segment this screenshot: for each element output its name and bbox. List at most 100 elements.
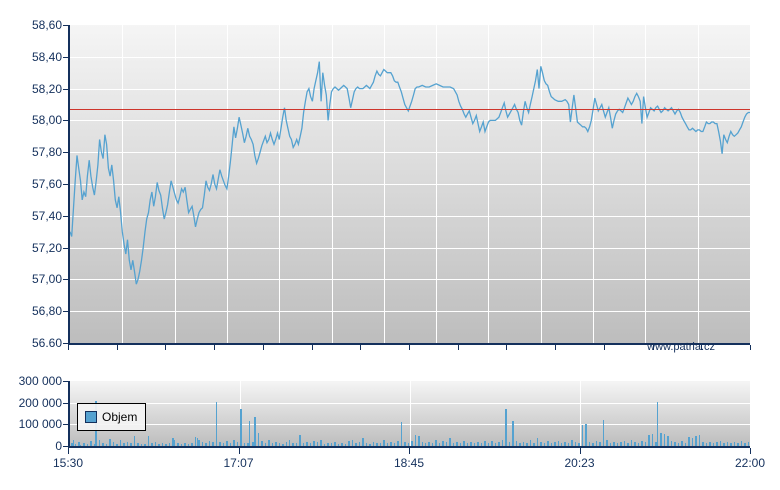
volume-bar xyxy=(719,440,722,446)
volume-bar xyxy=(677,443,680,446)
volume-bar xyxy=(355,443,357,446)
volume-bar xyxy=(271,443,273,446)
volume-bar xyxy=(445,442,448,446)
volume-bar xyxy=(620,442,622,446)
volume-bar xyxy=(473,443,476,446)
price-gridline-vertical xyxy=(279,25,281,343)
volume-bar xyxy=(130,443,132,446)
volume-bar xyxy=(688,437,690,446)
volume-bar xyxy=(663,434,666,446)
price-y-axis-tick xyxy=(63,88,68,90)
volume-bar xyxy=(698,435,701,446)
volume-bar xyxy=(254,416,256,446)
volume-gridline-vertical xyxy=(410,381,411,446)
volume-bar xyxy=(477,442,479,446)
volume-bar xyxy=(726,441,729,446)
volume-bar xyxy=(158,444,160,446)
volume-bar xyxy=(623,440,626,446)
volume-bar xyxy=(484,441,486,446)
price-y-axis-tick xyxy=(63,184,68,185)
volume-bar xyxy=(655,441,657,446)
price-y-axis-label: 58,00 xyxy=(31,113,62,128)
volume-bar xyxy=(459,443,462,446)
volume-bar xyxy=(414,435,416,446)
volume-bar xyxy=(341,443,343,446)
price-x-axis-tick xyxy=(457,345,459,350)
volume-bar xyxy=(505,409,507,446)
volume-bar xyxy=(560,443,563,446)
volume-bar xyxy=(529,439,532,446)
volume-bar xyxy=(327,442,329,446)
volume-bar xyxy=(393,443,396,446)
volume-bar xyxy=(634,441,636,446)
volume-bar xyxy=(644,442,647,446)
volume-legend: Objem xyxy=(77,403,147,431)
volume-bar xyxy=(219,441,221,446)
volume-bar xyxy=(123,442,125,446)
volume-bar xyxy=(508,441,511,446)
price-x-axis-tick xyxy=(750,345,751,350)
volume-bar xyxy=(334,441,336,446)
price-gridline-vertical xyxy=(383,25,385,343)
volume-bar xyxy=(226,441,228,446)
volume-bar xyxy=(344,443,347,446)
volume-bar xyxy=(744,443,746,446)
volume-bar xyxy=(438,443,441,446)
volume-bar xyxy=(543,442,545,446)
price-gridline-vertical xyxy=(488,25,490,343)
price-y-axis-label: 57,60 xyxy=(31,177,62,191)
volume-bar xyxy=(288,439,291,446)
volume-bar xyxy=(602,420,605,446)
volume-bar xyxy=(229,443,232,446)
price-gridline-horizontal xyxy=(70,152,750,154)
volume-bar xyxy=(187,444,190,446)
volume-bar xyxy=(278,442,280,446)
volume-bar xyxy=(418,436,420,446)
volume-bar xyxy=(550,443,552,446)
price-y-axis-tick xyxy=(63,343,68,344)
volume-bar xyxy=(637,443,640,446)
volume-bar xyxy=(313,440,315,446)
volume-bar xyxy=(564,441,566,446)
volume-bar xyxy=(574,442,577,446)
volume-bar xyxy=(613,441,615,446)
volume-bar xyxy=(660,433,662,446)
volume-bar xyxy=(431,442,434,446)
volume-bar xyxy=(184,442,186,446)
price-y-axis-tick xyxy=(63,25,68,26)
volume-bar xyxy=(264,442,266,446)
volume-bar xyxy=(592,442,594,446)
volume-bar xyxy=(651,434,654,446)
volume-bar xyxy=(369,443,371,446)
volume-bar xyxy=(233,439,235,446)
volume-bar xyxy=(309,443,312,446)
volume-bar xyxy=(501,439,504,446)
volume-bar xyxy=(705,443,708,446)
x-axis-label: 17:07 xyxy=(223,456,254,470)
volume-bar xyxy=(257,433,260,446)
volume-bar xyxy=(383,439,385,446)
price-gridline-horizontal xyxy=(70,247,750,249)
watermark-text: www.patria.cz xyxy=(647,341,715,353)
price-y-axis-label: 57,80 xyxy=(31,145,62,160)
volume-bar xyxy=(670,440,673,446)
volume-bar xyxy=(337,444,340,446)
volume-bar xyxy=(641,440,643,446)
price-y-axis-label: 56,80 xyxy=(31,304,62,319)
volume-bar xyxy=(452,443,455,446)
volume-bar xyxy=(487,442,490,446)
volume-bar xyxy=(137,442,139,446)
volume-bar xyxy=(351,439,354,446)
volume-bar xyxy=(519,443,521,446)
volume-bar xyxy=(285,442,287,446)
volume-bar xyxy=(606,439,608,446)
volume-bar xyxy=(540,441,542,446)
volume-bar xyxy=(215,401,218,446)
volume-bar xyxy=(86,444,89,446)
volume-bar xyxy=(588,441,591,446)
volume-bar xyxy=(498,442,500,446)
volume-bar xyxy=(533,442,535,446)
volume-bar xyxy=(105,444,108,446)
price-gridline-vertical xyxy=(645,25,647,343)
